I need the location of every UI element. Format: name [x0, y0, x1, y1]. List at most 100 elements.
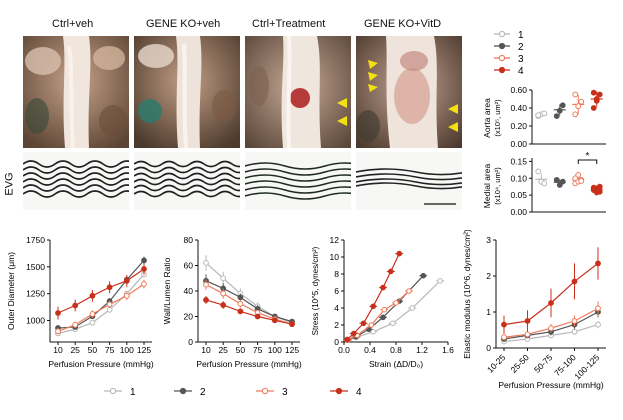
data-point	[360, 320, 367, 327]
photo-title-2: GENE KO+veh	[146, 18, 221, 30]
data-point	[575, 103, 582, 110]
y-tick-label: 0	[486, 343, 491, 353]
y-axis-label: Medial area	[482, 164, 492, 209]
data-point	[393, 300, 399, 306]
legend-item: 2	[494, 42, 524, 53]
y-tick-label: 20	[184, 312, 194, 322]
x-tick-label: 125	[285, 345, 299, 355]
data-point	[571, 278, 578, 285]
significance-bracket	[577, 159, 598, 164]
data-point	[590, 89, 597, 96]
aorta-photo-image	[23, 36, 129, 148]
y-axis-label: Aorta area	[482, 98, 492, 138]
data-point	[89, 292, 96, 299]
data-point	[106, 284, 113, 291]
elastic-lamina-image	[23, 160, 129, 198]
y-tick-label: 2	[334, 320, 339, 330]
y-tick-label: 8	[334, 269, 339, 279]
x-axis-label: Perfusion Pressure (mmHg)	[498, 380, 604, 390]
x-tick-label: 125	[137, 345, 151, 355]
data-point	[381, 306, 388, 313]
data-point	[571, 328, 578, 335]
y-axis-label: Wall/Lumen Ratio	[162, 257, 172, 324]
data-point	[141, 257, 147, 264]
legend-label: 4	[356, 387, 362, 398]
x-tick-label: 25	[70, 345, 80, 355]
data-point	[220, 302, 227, 308]
legend-label: 4	[518, 66, 524, 77]
data-point	[396, 250, 403, 257]
series-line	[205, 280, 293, 323]
x-tick-label: 100-125	[572, 352, 601, 381]
data-point	[553, 177, 560, 183]
data-point	[420, 272, 427, 279]
data-point	[254, 313, 261, 320]
data-point	[572, 91, 579, 98]
evg-section-2	[134, 152, 240, 210]
photo-title-3: Ctrl+Treatment	[252, 18, 326, 30]
data-point	[141, 281, 147, 287]
x-tick-label: 0.8	[390, 345, 402, 355]
data-point	[370, 303, 377, 310]
data-point	[578, 98, 585, 105]
data-point	[559, 178, 566, 185]
legend-top: 1 2 3 4	[494, 30, 524, 77]
x-tick-label: 50	[236, 345, 246, 355]
legend-label: 1	[130, 387, 136, 398]
x-tick-label: 1.2	[416, 345, 428, 355]
data-point	[595, 260, 601, 267]
data-point	[237, 294, 244, 301]
data-point	[501, 334, 507, 341]
y-tick-label: 1250	[26, 289, 45, 299]
elastic-lamina-image	[356, 168, 462, 205]
y-tick-label: 0	[188, 337, 193, 347]
data-point	[595, 305, 601, 312]
photo-ctrl-treatment	[245, 36, 351, 148]
y-tick-label: 1	[486, 307, 491, 317]
data-point	[541, 180, 548, 187]
x-tick-label: 75	[253, 345, 263, 355]
y-tick-label: 0.60	[510, 85, 527, 95]
y-axis-label: Stress (10^5, dynes/cm²)	[311, 246, 320, 335]
wall-lumen-chart: 0 20 40 60 80 10 25 50 75 100 125 Perfusion Pressur…	[162, 235, 302, 369]
aorta-area-chart: 0.00 0.20 0.40 0.60 Aorta area (x10⁵, um²)	[482, 85, 606, 149]
y-tick-label: 12	[330, 235, 340, 245]
outer-diameter-chart: 1000 1250 1500 1750 10 25 50 75 100 125 Perfusion …	[6, 235, 154, 369]
x-tick-label: 10-25	[485, 352, 508, 375]
data-point	[344, 336, 351, 343]
evg-section-3	[245, 152, 351, 210]
legend-bottom: 1 2 3 4	[104, 387, 362, 398]
y-tick-label: 1750	[26, 235, 45, 245]
data-point	[289, 321, 295, 328]
y-tick-label: 0.20	[510, 121, 527, 131]
legend-label: 3	[518, 54, 524, 65]
y-tick-label: 80	[184, 235, 194, 245]
data-point	[575, 171, 582, 178]
data-point	[368, 322, 375, 328]
data-point	[203, 281, 209, 288]
data-point	[524, 331, 531, 338]
y-tick-label: 3	[486, 235, 491, 245]
photo-ctrl-veh	[23, 36, 129, 148]
data-point	[535, 168, 542, 175]
data-point	[389, 320, 396, 327]
data-point	[271, 317, 278, 324]
data-point	[572, 111, 579, 118]
data-point	[89, 311, 96, 317]
x-tick-label: 75	[105, 345, 115, 355]
elastic-lamina-image	[245, 162, 351, 200]
data-point	[72, 321, 79, 328]
y-tick-label: 6	[334, 286, 339, 296]
x-tick-label: 1.6	[442, 345, 454, 355]
data-point	[590, 186, 597, 192]
photo-gene-ko-veh	[134, 36, 240, 148]
data-point	[123, 292, 130, 299]
data-point	[55, 328, 61, 335]
data-point	[350, 330, 357, 337]
data-point	[548, 300, 554, 306]
data-point	[556, 107, 563, 114]
x-tick-label: 25	[218, 345, 228, 355]
data-point	[541, 110, 548, 117]
series-line	[57, 273, 145, 334]
legend-item: 1	[494, 30, 524, 41]
